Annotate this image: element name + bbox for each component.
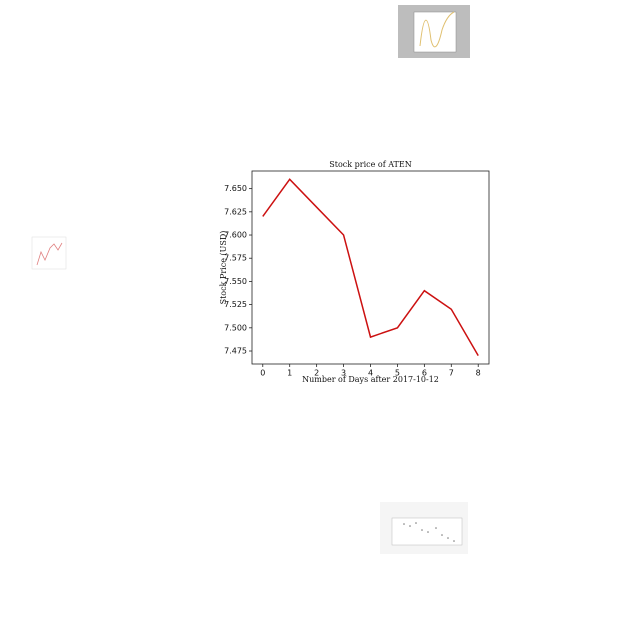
thumbnail-bottom [380,502,468,554]
x-tick-label: 1 [287,369,292,378]
x-tick-label: 0 [260,369,265,378]
x-tick-label: 5 [395,369,400,378]
x-axis-label: Number of Days after 2017-10-12 [302,375,439,384]
x-tick-label: 6 [422,369,427,378]
line-series [262,178,479,357]
y-tick-label: 7.650 [224,184,247,193]
x-tick-label: 8 [476,369,481,378]
thumbnail-left [31,236,67,270]
y-tick-label: 7.600 [224,231,247,240]
y-tick-label: 7.550 [224,277,247,286]
x-tick-label: 7 [449,369,454,378]
x-tick-label: 2 [314,369,319,378]
x-tick-label: 3 [341,369,346,378]
x-tick-label: 4 [368,369,373,378]
chart-title: Stock price of ATEN [329,160,411,169]
y-axis-label: Stock Price (USD) [219,231,228,305]
y-tick-label: 7.625 [224,207,247,216]
y-tick-label: 7.575 [224,254,247,263]
y-tick-label: 7.475 [224,347,247,356]
thumbnail-top [398,5,470,58]
y-tick-label: 7.500 [224,323,247,332]
y-tick-label: 7.525 [224,300,247,309]
